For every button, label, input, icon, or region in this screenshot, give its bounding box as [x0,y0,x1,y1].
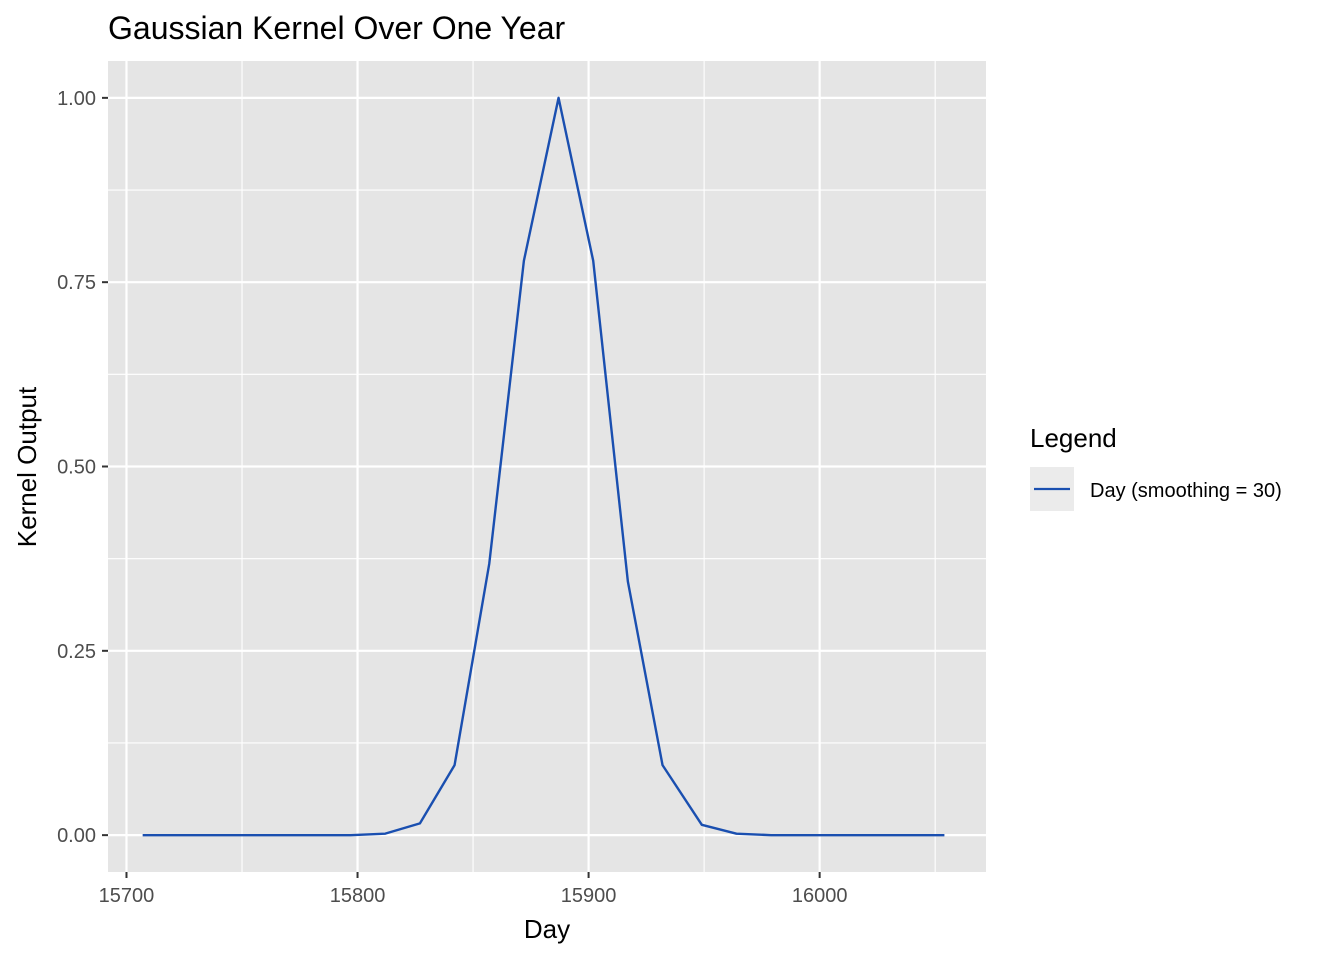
legend-label: Day (smoothing = 30) [1090,480,1282,502]
x-axis-title: Day [524,914,570,944]
y-axis: 0.00 0.25 0.50 0.75 1.00 [57,88,108,847]
x-axis: 15700 15800 15900 16000 [99,872,848,907]
y-tick-label: 0.75 [57,272,96,294]
legend: Legend Day (smoothing = 30) [1030,423,1282,511]
major-gridlines [108,61,986,872]
y-axis-title: Kernel Output [12,386,42,547]
legend-title: Legend [1030,423,1117,453]
x-tick-label: 16000 [792,885,848,907]
series-line [142,96,945,837]
x-tick-label: 15700 [99,885,155,907]
chart-title: Gaussian Kernel Over One Year [108,10,566,46]
y-tick-label: 0.50 [57,457,96,479]
x-tick-label: 15800 [330,885,386,907]
y-tick-label: 1.00 [57,88,96,110]
y-tick-label: 0.00 [57,825,96,847]
series-lines [142,96,945,837]
y-tick-label: 0.25 [57,641,96,663]
x-tick-label: 15900 [561,885,617,907]
